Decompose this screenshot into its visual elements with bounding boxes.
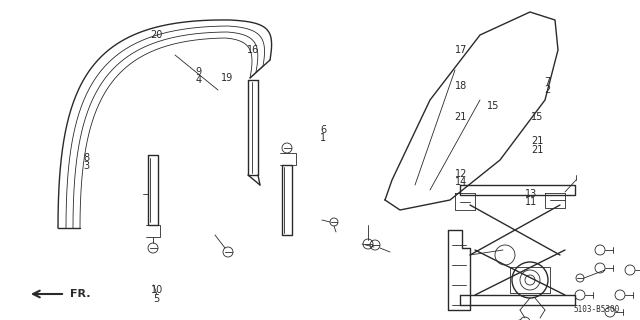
Text: 5: 5 (154, 294, 160, 304)
Text: FR.: FR. (70, 289, 90, 299)
Text: 15: 15 (486, 100, 499, 111)
Text: 10: 10 (150, 284, 163, 295)
Text: 6: 6 (320, 124, 326, 135)
Text: 1: 1 (320, 132, 326, 143)
Text: 14: 14 (454, 177, 467, 188)
Text: 16: 16 (246, 44, 259, 55)
Text: 12: 12 (454, 169, 467, 180)
Text: 13: 13 (525, 188, 538, 199)
Text: 21: 21 (454, 112, 467, 122)
Text: 4: 4 (195, 75, 202, 85)
Text: 18: 18 (454, 81, 467, 92)
Text: 21: 21 (531, 145, 544, 156)
Text: 8: 8 (83, 153, 90, 164)
Text: 17: 17 (454, 44, 467, 55)
Text: 5103-B5300: 5103-B5300 (573, 305, 620, 314)
Text: 2: 2 (544, 84, 550, 95)
Text: 7: 7 (544, 76, 550, 87)
Text: 21: 21 (531, 136, 544, 146)
Text: 20: 20 (150, 30, 163, 40)
Text: 9: 9 (195, 67, 202, 77)
Text: 11: 11 (525, 196, 538, 207)
Text: 19: 19 (221, 73, 234, 84)
Text: 3: 3 (83, 161, 90, 172)
Text: 15: 15 (531, 112, 544, 122)
